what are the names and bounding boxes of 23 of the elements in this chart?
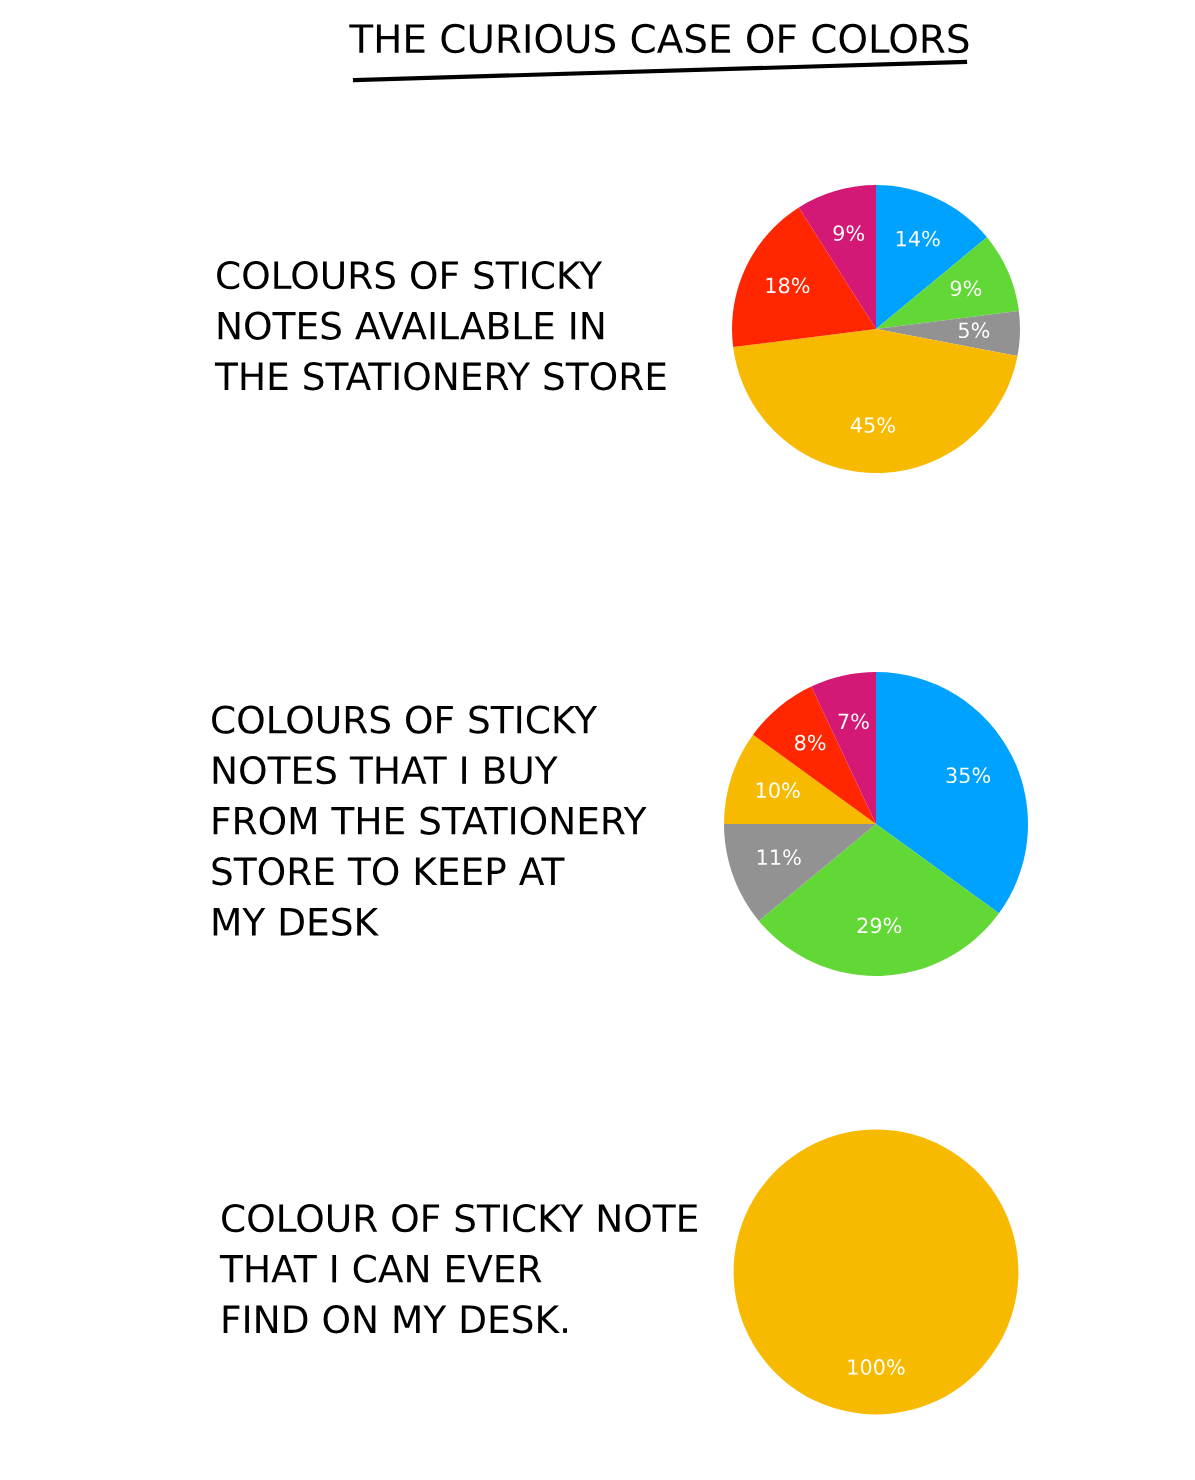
data-label: 11% — [757, 849, 801, 866]
data-label: 18% — [766, 277, 810, 294]
pie-slice — [876, 310, 1020, 356]
data-label: 35% — [946, 767, 991, 784]
data-label: 9% — [833, 225, 865, 242]
data-label: 100% — [848, 1359, 905, 1375]
data-label: 10% — [756, 782, 800, 799]
data-label: 29% — [857, 917, 902, 934]
data-label: 8% — [795, 734, 826, 751]
data-label: 5% — [958, 322, 990, 339]
data-label: 45% — [850, 417, 895, 433]
pie-slice — [753, 686, 876, 824]
pie-slice — [732, 207, 876, 348]
text: COLOURS OF STICKY NOTES THAT I BUY FROM THE STATIONERY STORE TO KEEP AT MY DESK — [212, 705, 647, 936]
text: COLOURS OF STICKY NOTES AVAILABLE IN THE STATIONERY STORE — [214, 260, 666, 391]
text: THE CURIOUS CASE OF COLORS — [349, 23, 969, 54]
data-label: 7% — [838, 713, 869, 730]
pie-slice — [876, 672, 1028, 914]
data-label: 14% — [896, 230, 940, 247]
data-label: 9% — [950, 280, 982, 297]
pie-slice — [758, 824, 999, 976]
text: COLOUR OF STICKY NOTE THAT I CAN EVER FIND ON MY DESK. — [219, 1203, 697, 1334]
pie-slice — [724, 734, 876, 824]
